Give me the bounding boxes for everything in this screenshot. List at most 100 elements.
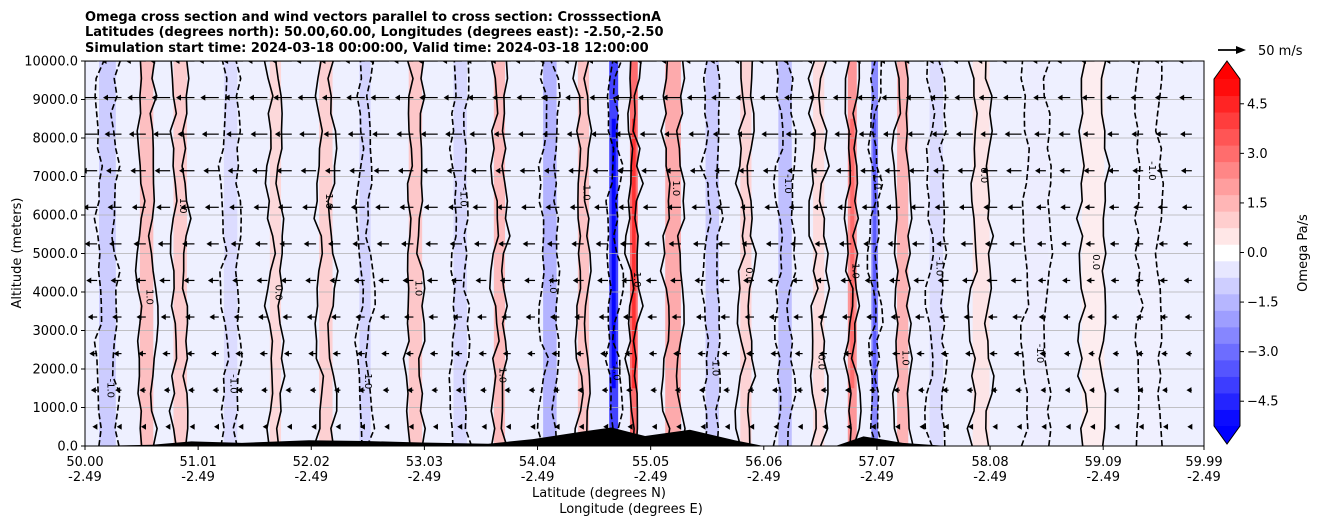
colorbar-segment xyxy=(1214,178,1240,196)
colorbar-segment xyxy=(1214,293,1240,311)
wind-vector-head xyxy=(207,277,213,284)
wind-vector-head xyxy=(738,167,744,174)
wind-vector-head xyxy=(771,387,777,394)
wind-vector-head xyxy=(443,94,449,101)
contour-line-negative xyxy=(923,61,936,446)
contour-line-positive xyxy=(891,61,902,446)
wind-vector-head xyxy=(490,61,496,64)
wind-vector-head xyxy=(457,423,463,430)
wind-vector-head xyxy=(233,314,239,321)
wind-vector-head xyxy=(1112,350,1118,357)
wind-vector-head xyxy=(697,350,703,357)
contour-line-positive xyxy=(817,61,831,446)
colorbar-segment xyxy=(1214,260,1240,278)
wind-vector-head xyxy=(516,94,522,101)
wind-vector-head xyxy=(247,61,253,64)
wind-vector-head xyxy=(130,167,136,174)
y-axis: 0.0 1000.0 2000.0 3000.0 4000.0 5000.0 6000.0 7… xyxy=(24,55,85,455)
wind-vector-head xyxy=(884,167,890,174)
contour-label: -1.0 xyxy=(547,274,558,294)
wind-vector-head xyxy=(328,240,334,247)
wind-vector-head xyxy=(185,314,191,321)
x-tick-label-lat: 57.07 xyxy=(858,455,895,470)
wind-vector-head xyxy=(369,61,375,64)
wind-vector-head xyxy=(1111,314,1117,321)
wind-vector-head xyxy=(594,204,600,211)
wind-vector-head xyxy=(334,387,340,394)
colorbar-segment xyxy=(1214,227,1240,245)
wind-vector-head xyxy=(942,387,948,394)
contour-line-positive xyxy=(1075,61,1089,446)
x-tick-label-lat: 53.03 xyxy=(406,455,443,470)
wind-vector-head xyxy=(987,314,993,321)
wind-vector-head xyxy=(127,94,133,101)
x-tick-label-lon: -2.49 xyxy=(521,470,555,485)
colorbar-outline xyxy=(1213,60,1241,445)
wind-vector-head xyxy=(279,240,285,247)
omega-contour-lines xyxy=(93,61,1165,446)
wind-vector-head xyxy=(125,61,131,64)
wind-vector-head xyxy=(445,131,451,138)
wind-vector-head xyxy=(162,350,168,357)
wind-vector-head xyxy=(674,387,680,394)
wind-vector-head xyxy=(809,131,815,138)
wind-vector-head xyxy=(1016,423,1022,430)
wind-vector-head xyxy=(139,387,145,394)
chart-title: Omega cross section and wind vectors par… xyxy=(85,10,664,56)
y-tick-label: 10000.0 xyxy=(24,55,78,70)
wind-vector-head xyxy=(645,277,651,284)
y-tick-label: 2000.0 xyxy=(33,363,79,378)
y-tick-label: 4000.0 xyxy=(33,286,79,301)
wind-vector-head xyxy=(889,277,895,284)
contour-label: 1.0 xyxy=(580,185,591,201)
colorbar-segment xyxy=(1214,211,1240,229)
wind-vector-head xyxy=(886,204,892,211)
wind-vector-head xyxy=(1087,314,1093,321)
wind-vector-head xyxy=(397,167,403,174)
wind-vector-head xyxy=(256,277,262,284)
wind-vector-head xyxy=(1080,61,1086,64)
wind-vector-head xyxy=(109,240,115,247)
wind-vector-head xyxy=(189,423,195,430)
wind-vector-head xyxy=(864,277,870,284)
wind-vector-head xyxy=(569,204,575,211)
wind-vector-head xyxy=(718,277,724,284)
wind-vector-head xyxy=(85,131,86,138)
wind-vector-head xyxy=(213,423,219,430)
wind-vector-head xyxy=(87,314,93,321)
wind-vector-head xyxy=(1009,240,1015,247)
x-axis-label-latitude: Latitude (degrees N) xyxy=(532,486,666,501)
contour-line-negative xyxy=(611,61,625,446)
contour-line-positive xyxy=(181,61,192,446)
wind-vector-head xyxy=(230,240,236,247)
wind-vector-head xyxy=(521,204,527,211)
wind-vector-head xyxy=(665,167,671,174)
wind-vector-head xyxy=(335,423,341,430)
colorbar-segment xyxy=(1214,244,1240,262)
x-tick-label-lat: 50.00 xyxy=(66,455,103,470)
wind-vector-head xyxy=(331,314,337,321)
wind-vector-head xyxy=(1084,204,1090,211)
wind-vector-head xyxy=(694,277,700,284)
wind-vector-head xyxy=(887,240,893,247)
wind-vector-head xyxy=(1135,314,1141,321)
wind-vector-head xyxy=(159,277,165,284)
wind-vector-head xyxy=(619,240,625,247)
contour-label: 1.0 xyxy=(631,272,642,288)
wind-vector-head xyxy=(700,423,706,430)
y-axis-label: Altitude (meters) xyxy=(10,198,25,309)
wind-vector-head xyxy=(835,167,841,174)
wind-vector-head xyxy=(1178,61,1184,64)
contour-line-negative xyxy=(448,61,458,446)
wind-vector-head xyxy=(103,94,109,101)
contour-line-positive xyxy=(402,61,414,446)
wind-vector-head xyxy=(404,314,410,321)
wind-vector-head xyxy=(572,277,578,284)
wind-vector-head xyxy=(1032,61,1038,64)
wind-vector-head xyxy=(546,240,552,247)
wind-vector-head xyxy=(937,277,943,284)
wind-vector-head xyxy=(393,61,399,64)
title-line-2: Latitudes (degrees north): 50.00,60.00, … xyxy=(85,25,664,40)
wind-vector-head xyxy=(495,167,501,174)
wind-vector-head xyxy=(1180,167,1186,174)
